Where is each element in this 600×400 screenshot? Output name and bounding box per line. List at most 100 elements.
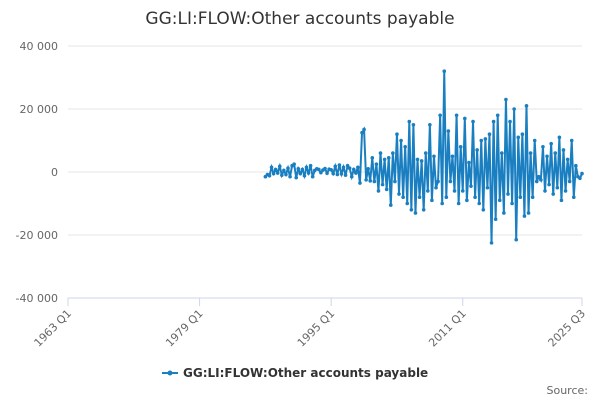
point (559, 198, 564, 203)
point (333, 164, 338, 169)
point (512, 107, 516, 111)
point (442, 69, 447, 73)
point (452, 189, 457, 193)
point (277, 164, 282, 169)
point (526, 211, 531, 215)
point (502, 211, 506, 215)
point (504, 97, 508, 102)
point (284, 172, 288, 177)
point (549, 141, 553, 146)
series-line (264, 71, 583, 243)
point (426, 189, 430, 193)
point (401, 195, 405, 199)
point (415, 157, 420, 162)
point (516, 135, 521, 140)
point (382, 157, 387, 162)
point (386, 156, 391, 160)
point (421, 208, 426, 212)
point (561, 148, 566, 152)
point (376, 189, 381, 193)
point (473, 195, 477, 199)
point (520, 132, 525, 136)
point (364, 178, 368, 182)
point (368, 179, 373, 183)
point (555, 185, 560, 190)
point (366, 167, 370, 171)
point (460, 189, 465, 193)
point (282, 168, 286, 173)
point (541, 145, 545, 149)
x-tick-label: 1995 Q1 (295, 307, 338, 350)
point (417, 195, 422, 199)
point (510, 201, 514, 206)
point (362, 127, 366, 132)
point (384, 187, 389, 192)
point (514, 237, 519, 242)
y-tick-label: 20 000 (20, 103, 59, 116)
point (356, 165, 360, 170)
point (446, 129, 451, 133)
point (323, 166, 327, 171)
point (539, 178, 543, 182)
point (395, 132, 399, 136)
point (565, 157, 570, 162)
x-tick-label: 1979 Q1 (163, 307, 206, 350)
point (306, 171, 311, 175)
point (458, 145, 463, 149)
point (471, 119, 475, 124)
point (467, 160, 471, 165)
point (399, 138, 403, 143)
point (454, 113, 459, 118)
point (413, 211, 418, 215)
legend-label: GG:LI:FLOW:Other accounts payable (183, 366, 428, 380)
point (428, 122, 432, 127)
point (547, 182, 551, 187)
point (477, 201, 482, 206)
point (545, 154, 549, 159)
point (491, 119, 496, 124)
point (411, 122, 416, 127)
point (497, 198, 502, 203)
point (434, 185, 438, 190)
point (288, 174, 292, 179)
point (481, 208, 486, 212)
point (378, 151, 383, 155)
point (569, 138, 574, 143)
point (495, 113, 500, 118)
point (391, 151, 395, 155)
point (534, 179, 539, 184)
point (530, 195, 535, 199)
point (271, 171, 276, 176)
point (372, 179, 377, 184)
point (325, 171, 329, 176)
point (273, 167, 278, 172)
point (370, 156, 375, 160)
point (438, 113, 442, 118)
point (354, 171, 358, 175)
point (571, 195, 576, 199)
point (360, 130, 364, 135)
point (347, 166, 352, 171)
legend-item[interactable]: GG:LI:FLOW:Other accounts payable (162, 366, 428, 380)
point (304, 165, 309, 170)
point (537, 174, 541, 179)
point (329, 167, 333, 172)
point (528, 151, 533, 155)
point (543, 189, 547, 193)
point (574, 163, 578, 168)
legend-marker (167, 370, 173, 376)
point (479, 138, 484, 143)
point (393, 179, 397, 184)
point (578, 176, 582, 181)
point (463, 116, 467, 121)
point (448, 179, 453, 184)
point (551, 192, 556, 196)
x-tick-label: 2025 Q3 (546, 307, 589, 350)
point (567, 179, 572, 184)
point (553, 151, 558, 155)
point (345, 163, 350, 168)
point (349, 174, 354, 179)
point (341, 165, 346, 170)
point (358, 181, 362, 185)
point (489, 241, 494, 245)
